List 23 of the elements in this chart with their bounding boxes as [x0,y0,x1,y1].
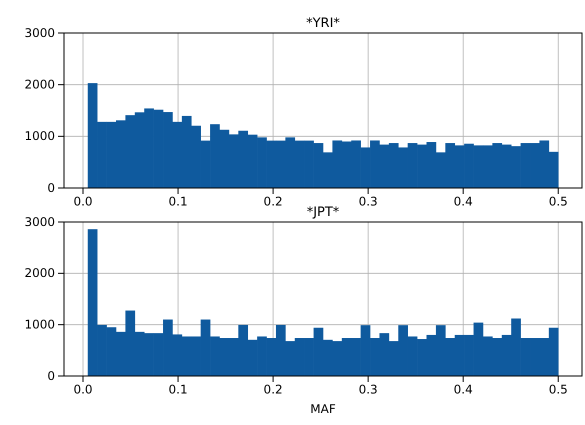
x-tick-label: 0.1 [168,194,188,209]
y-tick-label: 3000 [24,214,55,229]
y-tick-label: 0 [47,180,55,195]
x-tick-label: 0.4 [454,194,473,209]
y-tick-label: 2000 [24,266,55,280]
x-tick-label: 0.0 [73,194,93,209]
x-tick-label: 0.3 [358,382,378,397]
y-tick-label: 0 [47,368,55,383]
x-axis-title: MAF [310,402,336,416]
x-tick-label: 0.1 [168,382,188,397]
x-tick-label: 0.2 [264,382,283,397]
y-tick-label: 1000 [24,129,55,144]
y-tick-label: 1000 [24,318,55,332]
x-tick-label: 0.5 [548,382,568,397]
chart-title: *JPT* [306,205,340,220]
chart-title: *YRI* [306,16,340,31]
x-tick-label: 0.0 [73,382,93,397]
x-tick-label: 0.2 [264,194,283,209]
y-tick-label: 3000 [24,26,55,40]
x-tick-label: 0.3 [358,194,378,209]
x-tick-label: 0.4 [454,382,473,397]
y-tick-label: 2000 [24,78,55,92]
x-tick-label: 0.5 [548,194,568,209]
